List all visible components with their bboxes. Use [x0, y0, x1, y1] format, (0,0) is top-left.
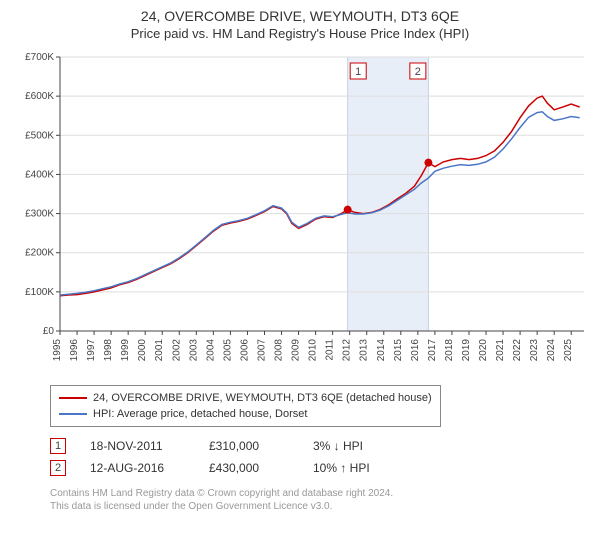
series-hpi	[60, 112, 580, 295]
svg-text:2007: 2007	[256, 339, 267, 362]
sale-point-2	[424, 159, 432, 167]
svg-text:2008: 2008	[274, 339, 285, 362]
svg-text:2012: 2012	[342, 339, 353, 362]
marker-label-1: 1	[355, 66, 361, 78]
svg-text:£200K: £200K	[25, 248, 54, 259]
sale-date: 12-AUG-2016	[90, 461, 185, 475]
svg-text:1998: 1998	[103, 339, 114, 362]
svg-text:2001: 2001	[154, 339, 165, 362]
svg-text:£300K: £300K	[25, 209, 54, 220]
legend-row-0: 24, OVERCOMBE DRIVE, WEYMOUTH, DT3 6QE (…	[59, 390, 432, 406]
legend-label: HPI: Average price, detached house, Dors…	[93, 408, 307, 420]
attribution: Contains HM Land Registry data © Crown c…	[50, 487, 590, 513]
svg-text:2017: 2017	[427, 339, 438, 362]
svg-text:2003: 2003	[188, 339, 199, 362]
sales-table: 1 18-NOV-2011 £310,000 3% ↓ HPI 2 12-AUG-2016…	[50, 435, 590, 479]
svg-text:2000: 2000	[137, 339, 148, 362]
svg-text:2018: 2018	[444, 339, 455, 362]
attribution-line1: Contains HM Land Registry data © Crown c…	[50, 487, 590, 500]
svg-text:2023: 2023	[529, 339, 540, 362]
svg-text:2020: 2020	[478, 339, 489, 362]
sale-marker: 1	[50, 438, 66, 454]
svg-text:2011: 2011	[325, 339, 336, 361]
svg-text:1995: 1995	[52, 339, 63, 362]
svg-text:2004: 2004	[205, 339, 216, 362]
sale-row-1: 2 12-AUG-2016 £430,000 10% ↑ HPI	[50, 457, 590, 479]
chart-subtitle: Price paid vs. HM Land Registry's House …	[10, 26, 590, 41]
svg-text:2021: 2021	[495, 339, 506, 362]
sale-marker: 2	[50, 460, 66, 476]
sale-price: £310,000	[209, 439, 289, 453]
marker-label-2: 2	[415, 66, 421, 78]
svg-text:2024: 2024	[546, 339, 557, 362]
chart-title: 24, OVERCOMBE DRIVE, WEYMOUTH, DT3 6QE	[10, 8, 590, 24]
sale-point-1	[344, 206, 352, 214]
sale-hpi: 10% ↑ HPI	[313, 461, 393, 475]
svg-text:2016: 2016	[410, 339, 421, 362]
legend: 24, OVERCOMBE DRIVE, WEYMOUTH, DT3 6QE (…	[50, 385, 441, 427]
svg-text:2025: 2025	[563, 339, 574, 362]
svg-text:2022: 2022	[512, 339, 523, 362]
svg-text:1999: 1999	[120, 339, 131, 362]
svg-text:£600K: £600K	[25, 91, 54, 102]
svg-text:£400K: £400K	[25, 169, 54, 180]
svg-text:2015: 2015	[393, 339, 404, 362]
series-property	[60, 96, 580, 296]
svg-text:£700K: £700K	[25, 52, 54, 63]
sale-row-0: 1 18-NOV-2011 £310,000 3% ↓ HPI	[50, 435, 590, 457]
attribution-line2: This data is licensed under the Open Gov…	[50, 500, 590, 513]
sale-price: £430,000	[209, 461, 289, 475]
svg-text:2002: 2002	[171, 339, 182, 362]
svg-text:2014: 2014	[376, 339, 387, 362]
chart-container: 24, OVERCOMBE DRIVE, WEYMOUTH, DT3 6QE P…	[0, 0, 600, 560]
svg-text:2006: 2006	[239, 339, 250, 362]
svg-text:2019: 2019	[461, 339, 472, 362]
svg-text:2010: 2010	[308, 339, 319, 362]
sale-hpi: 3% ↓ HPI	[313, 439, 393, 453]
svg-text:1996: 1996	[69, 339, 80, 362]
svg-text:2013: 2013	[359, 339, 370, 362]
svg-text:£500K: £500K	[25, 130, 54, 141]
svg-text:2009: 2009	[291, 339, 302, 362]
chart-area: £0 £100K £200K £300K £400K £500K £600K £700K 199…	[10, 47, 590, 377]
svg-text:£100K: £100K	[25, 287, 54, 298]
legend-swatch	[59, 397, 87, 399]
svg-text:£0: £0	[43, 326, 55, 337]
svg-text:2005: 2005	[222, 339, 233, 362]
legend-swatch	[59, 413, 87, 415]
legend-label: 24, OVERCOMBE DRIVE, WEYMOUTH, DT3 6QE (…	[93, 392, 432, 404]
svg-text:1997: 1997	[86, 339, 97, 362]
legend-row-1: HPI: Average price, detached house, Dors…	[59, 406, 432, 422]
sale-date: 18-NOV-2011	[90, 439, 185, 453]
line-chart-svg: £0 £100K £200K £300K £400K £500K £600K £700K 199…	[10, 47, 590, 377]
